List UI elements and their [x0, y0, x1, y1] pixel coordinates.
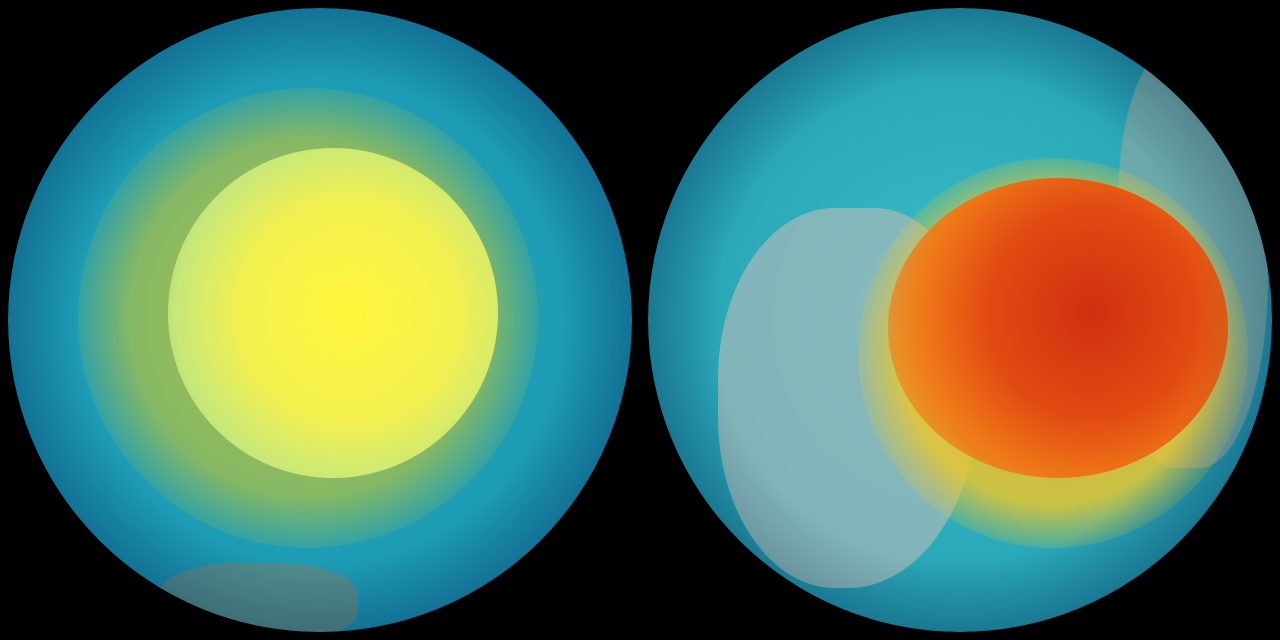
globe-limb-shading — [8, 8, 632, 632]
right-globe-north-pacific-view — [648, 8, 1272, 632]
left-globe-south-pole-view — [8, 8, 632, 632]
globe-limb-shading — [648, 8, 1272, 632]
